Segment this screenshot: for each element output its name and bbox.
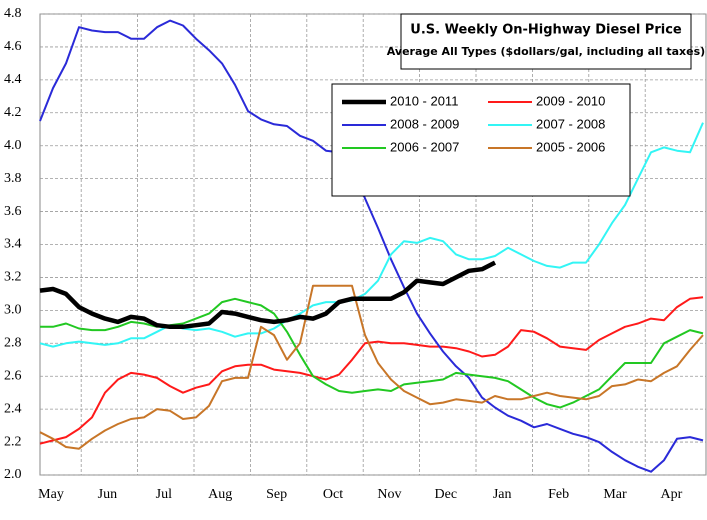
x-tick-label: Mar (603, 487, 627, 502)
x-tick-label: May (38, 487, 64, 502)
series-line (39, 296, 704, 445)
series-line (40, 297, 704, 409)
x-tick-label: Oct (323, 487, 343, 502)
x-tick-label: Dec (435, 487, 458, 502)
lines (39, 19, 704, 473)
y-tick-label: 4.0 (4, 138, 22, 153)
x-tick-label: Jul (156, 487, 172, 502)
series-line (39, 284, 704, 450)
y-tick-label: 3.4 (4, 237, 22, 252)
series-line (39, 122, 704, 348)
title-box (400, 13, 692, 70)
series-line (39, 19, 704, 473)
chart-subtitle: Average All Types ($dollars/gal, includi… (387, 45, 705, 58)
x-tick-label: Nov (377, 487, 401, 502)
x-tick-label: Sep (266, 487, 287, 502)
legend-label: 2007 - 2008 (536, 116, 605, 131)
y-tick-label: 4.4 (4, 72, 22, 87)
y-tick-label: 2.0 (4, 467, 22, 482)
legend-items: 2010 - 2011 2009 - 2010 2008 - 2009 2007 - … (342, 93, 605, 154)
x-tick-label: Jan (493, 487, 512, 502)
legend-label: 2008 - 2009 (390, 116, 459, 131)
y-tick-label: 4.6 (4, 39, 22, 54)
chart-title: U.S. Weekly On-Highway Diesel Price (410, 23, 682, 38)
y-tick-label: 2.4 (4, 401, 22, 416)
y-tick-label: 2.8 (4, 336, 22, 351)
legend-label: 2009 - 2010 (536, 93, 605, 108)
y-tick-label: 2.6 (4, 368, 22, 383)
x-tick-label: Aug (208, 487, 232, 502)
y-tick-label: 2.2 (4, 434, 22, 449)
x-tick-label: Feb (548, 487, 569, 502)
y-tick-label: 3.8 (4, 171, 22, 186)
x-tick-label: Jun (98, 487, 117, 502)
y-tick-label: 4.2 (4, 105, 22, 120)
y-tick-label: 4.8 (4, 6, 22, 21)
legend-label: 2010 - 2011 (390, 93, 458, 108)
y-tick-label: 3.6 (4, 204, 22, 219)
y-tick-label: 3.0 (4, 303, 22, 318)
legend-label: 2005 - 2006 (536, 139, 605, 154)
y-tick-label: 3.2 (4, 270, 22, 285)
legend-label: 2006 - 2007 (390, 139, 459, 154)
series-line (39, 260, 497, 330)
x-tick-label: Apr (661, 487, 683, 502)
